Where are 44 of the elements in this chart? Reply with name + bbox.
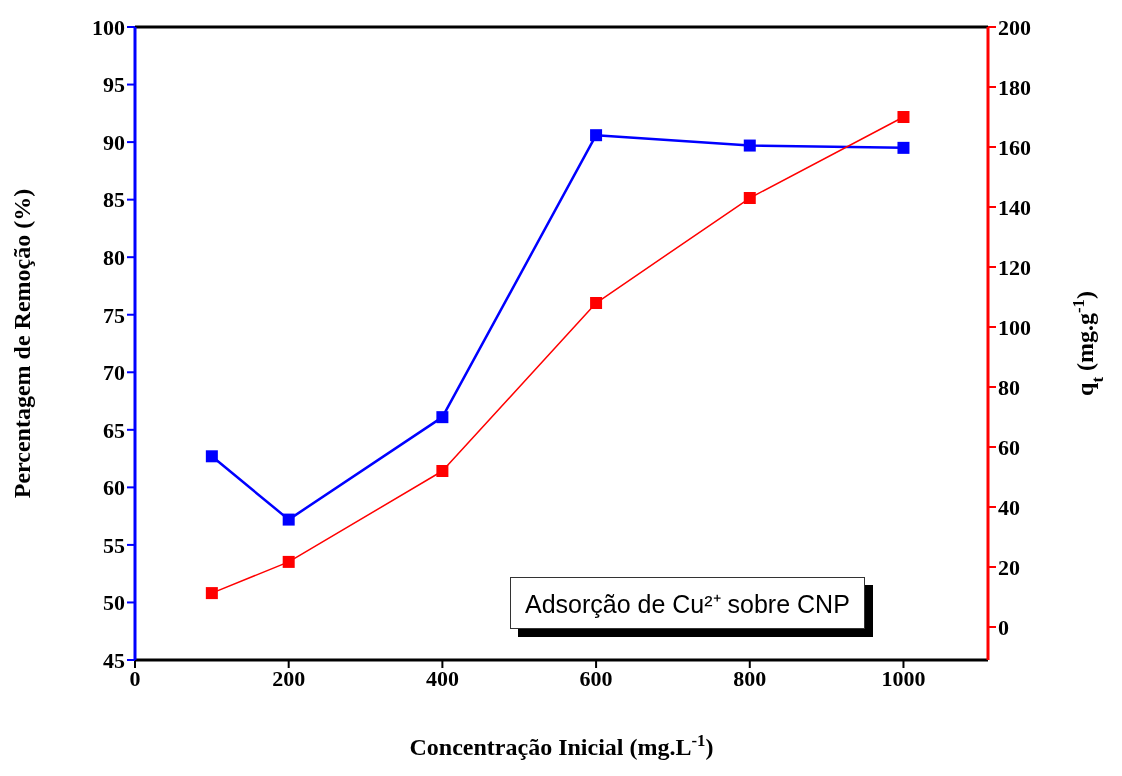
- y-tick-label: 55: [103, 532, 125, 558]
- point: [897, 111, 910, 124]
- x-tick-label: 0: [129, 665, 141, 691]
- y2-tick-label: 180: [998, 74, 1031, 100]
- y-tick-label: 75: [103, 302, 125, 328]
- y2-tick-label: 100: [998, 314, 1031, 340]
- y2-tick-label: 0: [998, 614, 1009, 640]
- x-tick-label: 800: [733, 665, 767, 691]
- x-tick-label: 200: [272, 665, 306, 691]
- point: [282, 513, 295, 526]
- y2-tick-label: 160: [998, 134, 1031, 160]
- point: [282, 555, 295, 568]
- y-tick-label: 50: [103, 590, 125, 616]
- y-tick-label: 90: [103, 129, 125, 155]
- y2-tick-label: 140: [998, 194, 1031, 220]
- y2-tick-label: 80: [998, 374, 1020, 400]
- x-tick-label: 1000: [881, 665, 926, 691]
- y2-tick-label: 200: [998, 14, 1031, 40]
- x-axis-title: Concentração Inicial (mg.L$^{-1}$): [409, 730, 714, 760]
- y2-tick-label: 40: [998, 494, 1020, 520]
- y2-tick-label: 120: [998, 254, 1031, 280]
- y-tick-label: 100: [92, 14, 125, 40]
- y-tick-label: 85: [103, 187, 125, 213]
- point: [590, 129, 603, 142]
- y-tick-label: 65: [103, 417, 125, 443]
- point: [897, 141, 910, 154]
- annotation: Adsorção de Cu²⁺ sobre CNP: [510, 577, 865, 629]
- point: [590, 297, 603, 310]
- y-tick-label: 95: [103, 72, 125, 98]
- point: [205, 587, 218, 600]
- y-tick-label: 80: [103, 245, 125, 270]
- y-axis-title: Percentagem de Remoção (%): [9, 188, 35, 499]
- point: [743, 192, 756, 205]
- y-tick-label: 45: [103, 647, 125, 673]
- y2-tick-label: 60: [998, 434, 1020, 460]
- y-tick-label: 70: [103, 360, 125, 386]
- y-tick-label: 60: [103, 475, 125, 501]
- point: [205, 450, 218, 463]
- point: [436, 411, 449, 424]
- y2-tick-label: 20: [998, 554, 1020, 580]
- point: [436, 465, 449, 477]
- point: [743, 139, 756, 152]
- x-tick-label: 400: [425, 665, 459, 691]
- x-tick-label: 600: [579, 665, 613, 691]
